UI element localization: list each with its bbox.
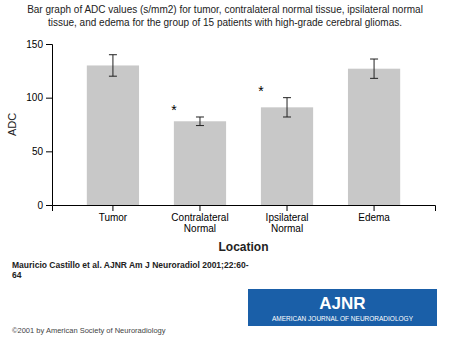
error-bar <box>283 98 291 117</box>
error-bar-line <box>199 117 200 126</box>
y-tick: 50 <box>32 146 52 157</box>
y-axis: 0 50 100 150 <box>26 39 52 211</box>
y-tick-mark <box>46 98 52 99</box>
logo-subtitle: AMERICAN JOURNAL OF NEURORADIOLOGY <box>272 315 414 322</box>
y-tick-mark <box>46 151 52 152</box>
y-tick-label: 150 <box>26 39 43 50</box>
chart: Bar graph of ADC values (s/mm2) for tumo… <box>0 0 450 338</box>
y-tick: 150 <box>26 39 52 50</box>
x-tick: Tumor <box>99 205 128 223</box>
error-bar-cap <box>196 116 204 117</box>
x-tick: ContralateralNormal <box>171 205 228 234</box>
footnote: Mauricio Castillo et al. AJNR Am J Neuro… <box>12 260 249 280</box>
logo-text: AJNR <box>319 294 365 313</box>
x-tick-label: ContralateralNormal <box>171 212 228 234</box>
error-bar-line <box>287 98 288 117</box>
x-tick: IpsilateralNormal <box>266 205 309 234</box>
x-tick-mark <box>374 205 375 211</box>
title: Bar graph of ADC values (s/mm2) for tumo… <box>27 4 423 15</box>
x-tick-mark <box>199 205 200 211</box>
x-tick: Edema <box>358 205 390 223</box>
y-axis-line <box>46 45 53 206</box>
y-tick-mark <box>46 205 52 206</box>
x-tick-label-line: Tumor <box>99 212 128 223</box>
error-bar-cap <box>283 116 291 117</box>
copyright: ©2001 by American Society of Neuroradiol… <box>12 326 166 335</box>
bar <box>174 121 226 205</box>
annotation: * <box>258 83 264 99</box>
x-axis-line <box>53 206 436 212</box>
bar <box>348 69 400 205</box>
error-bar-line <box>112 55 113 76</box>
x-tick-label: IpsilateralNormal <box>266 212 309 234</box>
title: tissue, and edema for the group of 15 pa… <box>48 17 402 28</box>
x-tick-mark <box>287 205 288 211</box>
x-tick-label-line: Contralateral <box>171 212 228 223</box>
y-tick-label: 0 <box>37 200 43 211</box>
y-tick-mark <box>46 44 52 45</box>
y-tick: 100 <box>26 92 52 103</box>
bar <box>87 65 139 205</box>
x-axis: TumorContralateralNormalIpsilateralNorma… <box>53 205 436 234</box>
bar <box>261 107 313 205</box>
error-bar <box>370 59 378 78</box>
error-bar <box>109 55 117 76</box>
x-axis-title: Location <box>219 240 269 254</box>
y-tick-label: 50 <box>32 146 44 157</box>
x-tick-label: Tumor <box>99 212 128 223</box>
error-bar-cap <box>370 78 378 79</box>
error-bar-cap <box>109 54 117 55</box>
x-tick-label-line: Normal <box>184 223 216 234</box>
plot: 050100150TumorContralateralNormalIpsilat… <box>6 39 436 254</box>
y-axis-title: ADC <box>6 113 18 136</box>
x-tick-mark <box>112 205 113 211</box>
footnote-line: 64 <box>12 270 22 280</box>
y-tick-label: 100 <box>26 92 43 103</box>
logo: AJNR AMERICAN JOURNAL OF NEURORADIOLOGY <box>248 289 437 326</box>
error-bar-cap <box>196 125 204 126</box>
x-tick-label-line: Ipsilateral <box>266 212 309 223</box>
error-bar-line <box>374 59 375 78</box>
x-tick-label-line: Edema <box>358 212 390 223</box>
error-bar-cap <box>283 97 291 98</box>
footnote-line: Mauricio Castillo et al. AJNR Am J Neuro… <box>12 260 249 270</box>
error-bar <box>196 117 204 126</box>
error-bar-cap <box>109 76 117 77</box>
y-tick: 0 <box>37 200 52 211</box>
x-tick-label: Edema <box>358 212 390 223</box>
annotation: * <box>171 102 177 118</box>
x-tick-label-line: Normal <box>271 223 303 234</box>
error-bar-cap <box>370 59 378 60</box>
logo-box <box>248 289 437 326</box>
marks <box>87 55 400 205</box>
